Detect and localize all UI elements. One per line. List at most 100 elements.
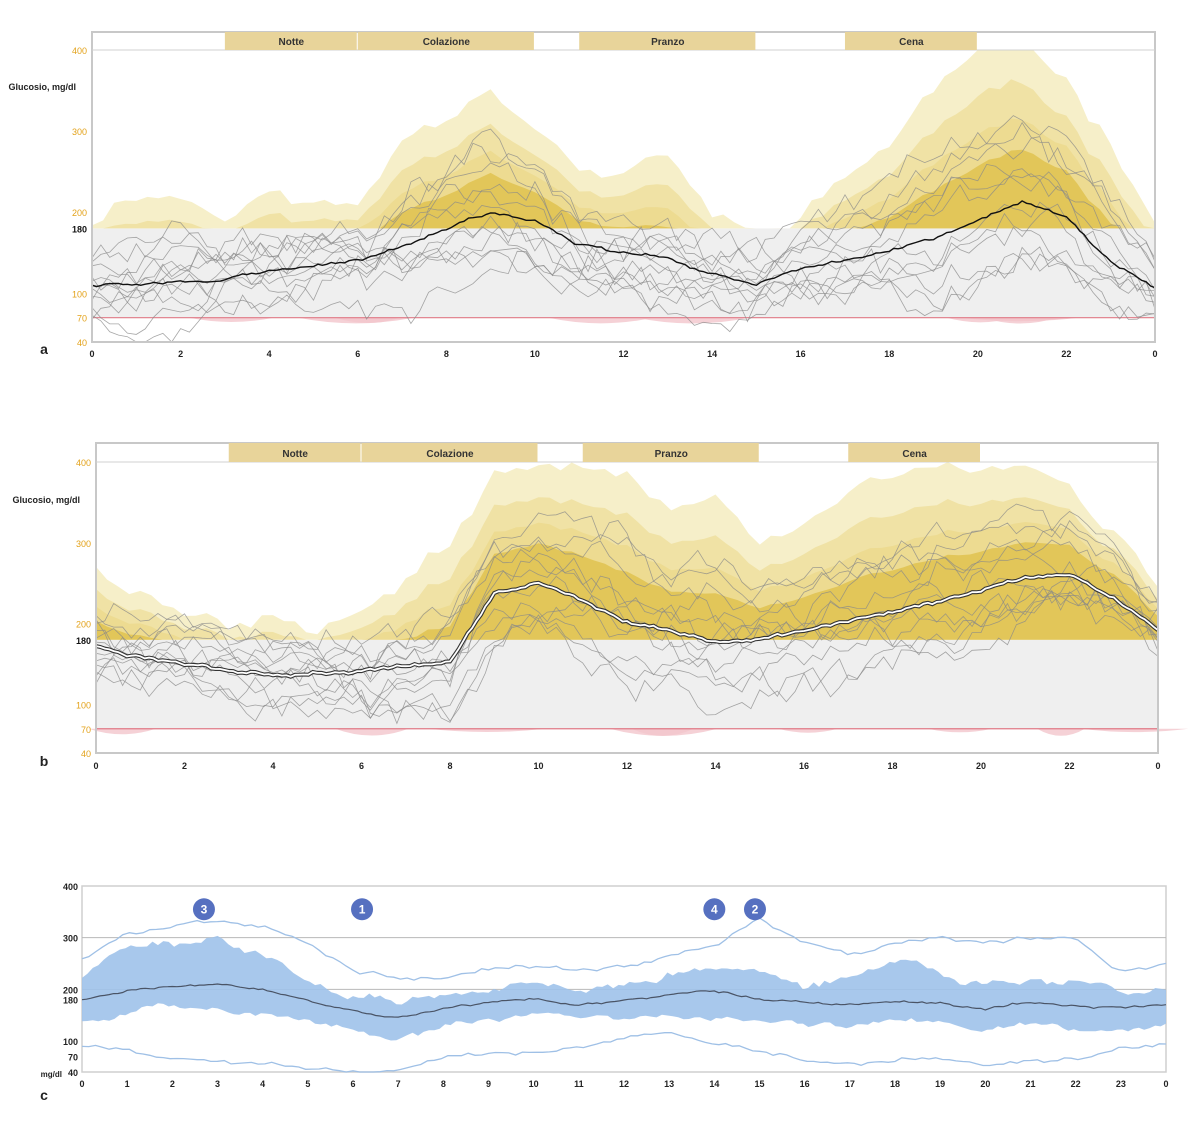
x-tick-label: 0: [93, 761, 98, 771]
x-tick-label: 4: [260, 1079, 265, 1089]
meal-period-bar: [848, 443, 980, 462]
y-tick-label: 40: [68, 1068, 78, 1078]
hypoglycemia-dip: [778, 728, 838, 733]
x-tick-label: 19: [935, 1079, 945, 1089]
x-tick-label: 12: [622, 761, 632, 771]
y-tick-label: 40: [81, 749, 91, 759]
y-tick-label: 200: [63, 985, 78, 995]
x-tick-label: 3: [215, 1079, 220, 1089]
x-tick-label: 0: [1152, 349, 1157, 359]
x-tick-label: 21: [1025, 1079, 1035, 1089]
y-axis-label: Glucosio, mg/dl: [8, 82, 76, 92]
daily-trace-line: [91, 207, 1156, 323]
x-tick-label: 22: [1064, 761, 1074, 771]
hypoglycemia-dip: [427, 728, 546, 733]
y-tick-label: 400: [72, 46, 87, 56]
daily-trace-line: [95, 545, 1159, 679]
y-axis-label: Glucosio, mg/dl: [12, 495, 80, 505]
meal-period-bar: [224, 32, 357, 50]
x-tick-label: 4: [267, 349, 272, 359]
x-tick-label: 13: [664, 1079, 674, 1089]
annotation-label: 3: [201, 902, 208, 916]
x-tick-label: 4: [270, 761, 275, 771]
hyperglycemia-layer-2: [92, 118, 1155, 229]
y-tick-label: 180: [72, 224, 87, 234]
x-tick-label: 16: [796, 349, 806, 359]
hypoglycemia-dip: [1081, 728, 1189, 733]
meal-period-bar: [228, 443, 361, 462]
hyperglycemia-envelope: [92, 50, 1155, 229]
y-tick-label: 300: [63, 934, 78, 944]
x-tick-label: 15: [754, 1079, 764, 1089]
x-tick-label: 8: [444, 349, 449, 359]
meal-period-bar: [361, 443, 538, 462]
y-tick-label: 300: [76, 539, 91, 549]
target-range-band: [92, 228, 1155, 318]
daily-trace-line: [95, 519, 1159, 709]
x-tick-label: 6: [355, 349, 360, 359]
hypoglycemia-dip: [335, 728, 409, 736]
x-tick-label: 14: [707, 349, 717, 359]
hypoglycemia-dip: [609, 728, 718, 736]
hypoglycemia-dip: [1037, 728, 1085, 736]
x-tick-label: 14: [709, 1079, 719, 1089]
y-tick-label: 100: [63, 1037, 78, 1047]
x-tick-label: 20: [973, 349, 983, 359]
hypoglycemia-dip: [927, 728, 992, 733]
x-tick-label: 23: [1116, 1079, 1126, 1089]
median-line: [95, 574, 1159, 678]
daily-trace-line: [95, 511, 1159, 681]
daily-trace-line: [91, 246, 1156, 343]
x-tick-label: 10: [530, 349, 540, 359]
chart-panel-b: Notte Colazione Pranzo Cena4003002001801007…: [12, 442, 1189, 771]
x-tick-label: 0: [89, 349, 94, 359]
y-tick-label: 70: [77, 314, 87, 324]
hypoglycemia-dip: [961, 317, 1074, 322]
y-tick-label: 100: [76, 701, 91, 711]
x-tick-label: 20: [976, 761, 986, 771]
y-tick-label: 70: [68, 1053, 78, 1063]
annotation-badge: [192, 898, 215, 921]
x-tick-label: 0: [1163, 1079, 1168, 1089]
y-tick-label: 40: [77, 338, 87, 348]
daily-trace-line: [91, 212, 1156, 310]
meal-period-bar: [582, 443, 759, 462]
meal-period-label: Colazione: [426, 449, 474, 460]
x-tick-label: 14: [710, 761, 720, 771]
annotation-label: 2: [752, 902, 759, 916]
meal-period-bar: [844, 32, 977, 50]
annotation-label: 1: [359, 902, 366, 916]
x-tick-label: 18: [884, 349, 894, 359]
meal-period-label: Notte: [279, 37, 305, 48]
annotation-badge: [351, 898, 374, 921]
x-tick-label: 8: [447, 761, 452, 771]
daily-trace-line: [91, 168, 1156, 307]
daily-trace-line: [91, 246, 1156, 333]
x-tick-label: 2: [182, 761, 187, 771]
x-tick-label: 8: [441, 1079, 446, 1089]
panel-label: b: [40, 753, 49, 769]
x-tick-label: 0: [79, 1079, 84, 1089]
meal-period-label: Pranzo: [655, 449, 688, 460]
x-tick-label: 0: [1155, 761, 1160, 771]
panel-label: c: [40, 1087, 48, 1103]
y-tick-label: 70: [81, 725, 91, 735]
x-tick-label: 18: [890, 1079, 900, 1089]
y-tick-label: 100: [72, 289, 87, 299]
x-tick-label: 18: [887, 761, 897, 771]
x-tick-label: 9: [486, 1079, 491, 1089]
meal-period-label: Pranzo: [651, 37, 684, 48]
y-tick-label: 180: [63, 996, 78, 1006]
annotation-label: 4: [711, 902, 718, 916]
hypoglycemia-dip: [88, 728, 156, 735]
annotation-badge: [743, 898, 766, 921]
daily-trace-line: [95, 588, 1159, 722]
annotation-badge: [703, 898, 726, 921]
interquartile-band: [82, 935, 1166, 1041]
p90-line: [81, 917, 1167, 981]
x-tick-label: 22: [1071, 1079, 1081, 1089]
meal-period-label: Cena: [902, 449, 927, 460]
x-tick-label: 10: [533, 761, 543, 771]
x-tick-label: 10: [529, 1079, 539, 1089]
y-tick-label: 200: [72, 208, 87, 218]
